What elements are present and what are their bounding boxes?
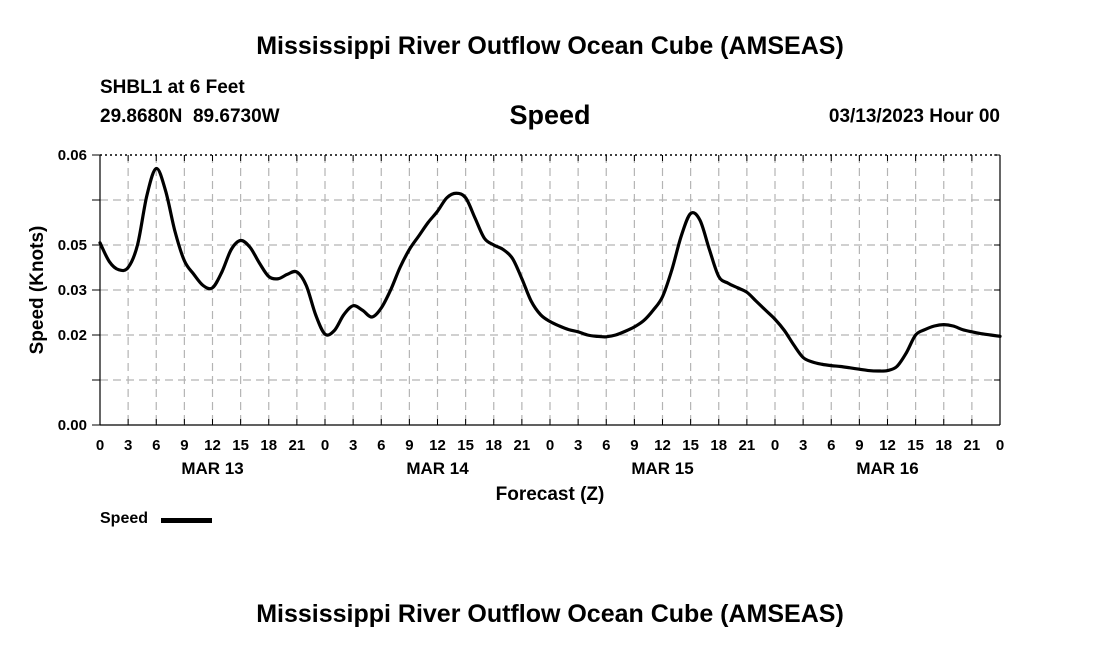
x-tick-label: 15 — [682, 437, 699, 454]
x-tick-label: 12 — [654, 437, 671, 454]
legend-line-swatch — [161, 518, 212, 523]
x-tick-label: 9 — [630, 437, 638, 454]
x-tick-label: 21 — [514, 437, 531, 454]
x-tick-label: 21 — [964, 437, 981, 454]
y-tick-label: 0.02 — [58, 327, 87, 344]
x-tick-label: 18 — [260, 437, 277, 454]
x-tick-label: 15 — [907, 437, 924, 454]
y-tick-label: 0.05 — [58, 237, 87, 254]
x-tick-label: 6 — [377, 437, 385, 454]
y-axis-label: Speed (Knots) — [27, 226, 48, 355]
chart-tick-labels: 0 3 6 9 12 15 18 21 0 3 6 9 12 15 18 21 0 3 6 9 12 15 18 21 0 3 6 9… — [58, 147, 1004, 478]
x-tick-label: 6 — [602, 437, 610, 454]
series-line-speed — [98, 166, 1002, 373]
x-tick-label: 18 — [710, 437, 727, 454]
chart-ticks — [92, 154, 1001, 426]
x-tick-label: 0 — [321, 437, 329, 454]
y-tick-label: 0.03 — [58, 282, 87, 299]
chart-grid — [100, 155, 1000, 425]
y-tick-label: 0.06 — [58, 147, 87, 164]
x-tick-label: 12 — [879, 437, 896, 454]
x-tick-label: 18 — [935, 437, 952, 454]
chart-series — [98, 166, 1002, 373]
x-tick-label: 3 — [124, 437, 132, 454]
x-tick-label: 12 — [429, 437, 446, 454]
x-tick-label: 0 — [546, 437, 554, 454]
x-tick-label: 12 — [204, 437, 221, 454]
x-tick-label: 18 — [485, 437, 502, 454]
x-tick-label: 15 — [457, 437, 474, 454]
x-tick-label: 21 — [739, 437, 756, 454]
x-tick-label: 0 — [996, 437, 1004, 454]
parameter-title: Speed — [509, 100, 591, 130]
day-label: MAR 16 — [856, 459, 918, 478]
y-tick-label: 0.00 — [58, 417, 87, 434]
x-tick-label: 9 — [405, 437, 413, 454]
x-tick-label: 3 — [799, 437, 807, 454]
x-tick-label: 0 — [96, 437, 104, 454]
legend-label: Speed — [100, 510, 149, 527]
x-tick-label: 6 — [827, 437, 835, 454]
forecast-datetime: 03/13/2023 Hour 00 — [828, 106, 1000, 127]
station-name-depth: SHBL1 at 6 Feet — [100, 77, 245, 98]
x-tick-label: 9 — [180, 437, 188, 454]
x-tick-label: 3 — [349, 437, 357, 454]
page-title: Mississippi River Outflow Ocean Cube (AM… — [256, 32, 844, 60]
x-tick-label: 9 — [855, 437, 863, 454]
x-tick-label: 0 — [771, 437, 779, 454]
footer-title: Mississippi River Outflow Ocean Cube (AM… — [256, 600, 844, 628]
x-tick-label: 21 — [289, 437, 306, 454]
station-coordinates: 29.8680N 89.6730W — [100, 106, 280, 127]
day-label: MAR 14 — [406, 459, 469, 478]
x-axis-label: Forecast (Z) — [496, 484, 605, 505]
day-label: MAR 15 — [631, 459, 693, 478]
x-tick-label: 6 — [152, 437, 160, 454]
day-label: MAR 13 — [181, 459, 243, 478]
x-tick-label: 3 — [574, 437, 582, 454]
x-tick-label: 15 — [232, 437, 249, 454]
